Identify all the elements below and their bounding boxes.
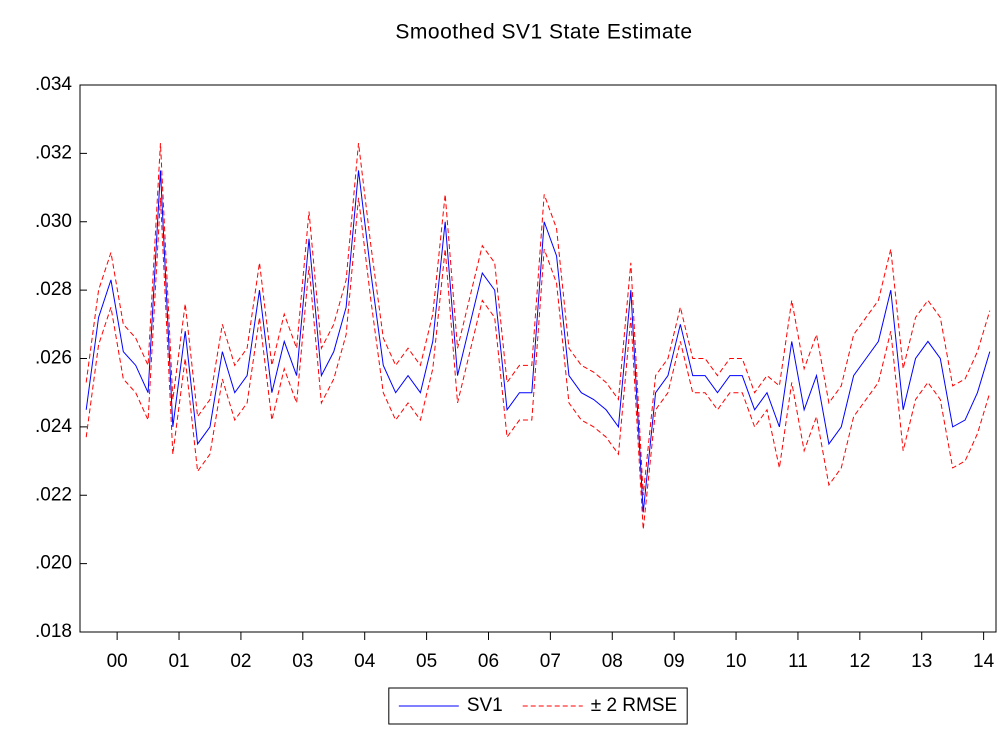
y-tick-label: .034	[35, 74, 72, 95]
x-tick-label: 04	[354, 651, 376, 672]
y-tick-label: .028	[35, 279, 72, 300]
series-line	[85, 143, 991, 496]
x-tick-label: 07	[540, 651, 561, 672]
y-tick-label: .024	[35, 416, 72, 437]
chart-title: Smoothed SV1 State Estimate	[395, 21, 692, 44]
legend-label: ± 2 RMSE	[591, 695, 677, 716]
x-tick-label: 08	[602, 651, 623, 672]
x-tick-label: 02	[230, 651, 251, 672]
x-tick-label: 01	[168, 651, 189, 672]
x-tick-label: 11	[788, 651, 808, 672]
x-tick-label: 05	[416, 651, 437, 672]
x-tick-label: 00	[107, 651, 128, 672]
legend-label: SV1	[467, 695, 503, 716]
x-tick-label: 06	[478, 651, 499, 672]
y-tick-label: .020	[35, 553, 72, 574]
y-tick-label: .022	[35, 484, 72, 505]
x-tick-label: 12	[849, 651, 870, 672]
y-tick-label: .032	[35, 142, 72, 163]
series-line	[85, 197, 991, 530]
series-line	[85, 170, 991, 513]
x-tick-label: 03	[292, 651, 313, 672]
y-tick-label: .026	[35, 348, 72, 369]
x-tick-label: 13	[911, 651, 932, 672]
plot-frame	[79, 84, 997, 633]
x-tick-label: 14	[973, 651, 995, 672]
y-tick-label: .030	[35, 211, 72, 232]
y-tick-label: .018	[35, 621, 72, 642]
x-tick-label: 09	[664, 651, 685, 672]
x-tick-label: 10	[725, 651, 746, 672]
